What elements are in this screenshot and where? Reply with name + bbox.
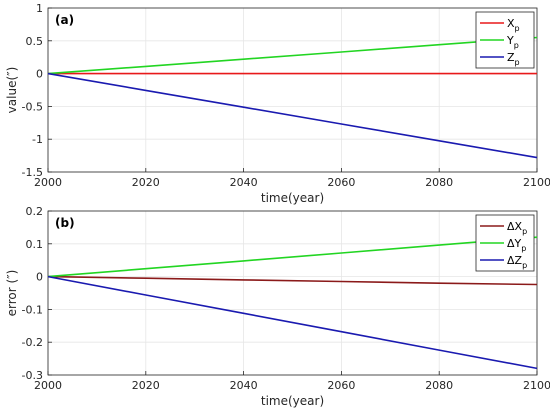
y-tick-label: -0.3: [22, 369, 43, 382]
x-tick-label: 2040: [230, 379, 258, 392]
y-tick-label: 0.2: [26, 205, 44, 218]
legend-entry: ΔYp: [507, 237, 526, 253]
y-tick-label: -0.5: [22, 100, 43, 113]
y-axis-label: value(″): [5, 67, 19, 114]
x-tick-label: 2060: [327, 176, 355, 189]
y-tick-label: -0.2: [22, 336, 43, 349]
legend-entry: Yp: [506, 34, 519, 50]
y-tick-label: -0.1: [22, 303, 43, 316]
panel-a: 2000 2020 2040 2060 2080 2100 1 0.5 0 -0.5 -1 -1.5 t…: [5, 2, 550, 205]
y-tick-label: 0.1: [26, 238, 44, 251]
legend-entry-name: ΔZ: [507, 254, 523, 267]
legend-entry-name: Y: [506, 34, 514, 47]
legend-entry-name: ΔY: [507, 237, 522, 250]
y-axis-label: error (″): [5, 270, 19, 317]
axes-box: [47, 7, 538, 173]
y-tick-label: 0: [36, 271, 43, 284]
legend-entry-name: Z: [507, 51, 515, 64]
y-tick-label: 1: [36, 2, 43, 15]
legend-entry-subscript: p: [521, 244, 526, 253]
legend-entry-subscript: p: [514, 41, 519, 50]
series-line-1: [47, 36, 538, 75]
x-tick-label: 2000: [34, 379, 62, 392]
panel-b: 2000 2020 2040 2060 2080 2100 0.2 0.1 0 -0.1 -0.2 -…: [5, 205, 550, 408]
panel-label: (a): [55, 13, 74, 27]
legend-entry-subscript: p: [522, 261, 527, 270]
plot-area: [48, 8, 537, 172]
y-tick-label: 0.5: [26, 35, 44, 48]
axes-box: [47, 210, 538, 376]
y-tick-label: 0: [36, 68, 43, 81]
legend-entry: Xp: [507, 17, 520, 33]
x-tick-label: 2020: [132, 379, 160, 392]
x-tick-label: 2060: [327, 379, 355, 392]
plot-area: [48, 211, 537, 375]
legend-entry: ΔZp: [507, 254, 527, 270]
series-line-1: [47, 236, 538, 278]
series-line-2: [47, 72, 538, 159]
x-axis-label: time(year): [261, 191, 324, 205]
legend-entry-name: X: [507, 17, 515, 30]
x-axis-label: time(year): [261, 394, 324, 408]
y-tick-label: -1: [32, 133, 43, 146]
x-tick-label: 2040: [230, 176, 258, 189]
y-tick-label: -1.5: [22, 166, 43, 179]
legend-entry: ΔXp: [507, 220, 527, 236]
x-tick-label: 2000: [34, 176, 62, 189]
series-line-2: [47, 275, 538, 370]
x-tick-label: 2080: [425, 176, 453, 189]
legend-entry-name: ΔX: [507, 220, 523, 233]
x-tick-label: 2100: [523, 176, 550, 189]
x-tick-label: 2100: [523, 379, 550, 392]
legend-entry-subscript: p: [515, 58, 520, 67]
x-tick-label: 2080: [425, 379, 453, 392]
panel-label: (b): [55, 216, 75, 230]
series-line-0: [47, 275, 538, 286]
legend-entry-subscript: p: [515, 24, 520, 33]
legend-entry-subscript: p: [522, 227, 527, 236]
x-tick-label: 2020: [132, 176, 160, 189]
legend-entry: Zp: [507, 51, 520, 67]
